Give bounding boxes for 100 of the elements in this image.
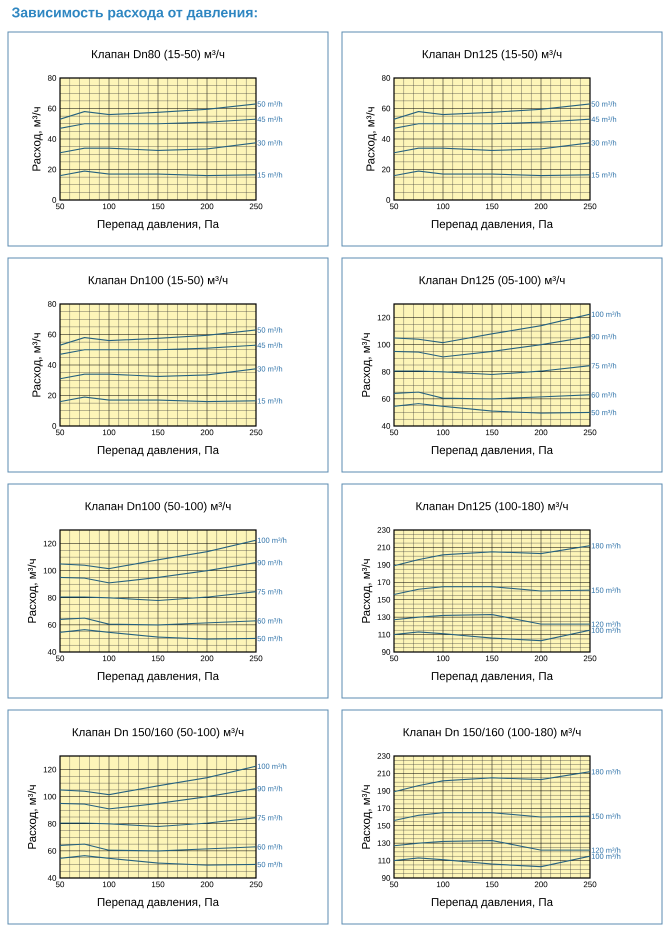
x-tick-label: 200: [534, 430, 548, 436]
x-axis-title: Перепад давления, Па: [432, 672, 554, 682]
line-series: [59, 142, 257, 154]
x-tick-label: 150: [152, 882, 164, 888]
y-tick-label: 60: [48, 106, 56, 112]
x-tick-label: 50: [390, 656, 398, 662]
y-tick-label: 150: [378, 822, 390, 829]
line-series: [393, 812, 591, 822]
line-series: [59, 844, 257, 852]
y-tick-label: 230: [378, 527, 390, 533]
x-tick-label: 100: [436, 656, 450, 662]
line-series: [393, 856, 591, 868]
y-axis-title: Расход, м³/ч: [366, 107, 377, 171]
y-tick-label: 80: [382, 75, 390, 81]
line-series: [393, 314, 591, 344]
y-tick-label: 20: [48, 392, 56, 398]
x-tick-label: 50: [390, 430, 398, 436]
chart-title: Клапан Dn100 (50-100) м³/ч: [86, 502, 231, 512]
x-tick-label: 50: [56, 882, 64, 888]
line-series: [59, 629, 257, 640]
y-tick-label: 0: [52, 197, 56, 203]
line-series: [393, 840, 591, 851]
x-tick-label: 100: [102, 430, 116, 436]
x-tick-label: 150: [486, 430, 498, 436]
x-tick-label: 50: [56, 430, 64, 436]
y-tick-label: 60: [382, 106, 390, 112]
line-series: [59, 562, 257, 584]
chart-title: Клапан Dn125 (05-100) м³/ч: [420, 276, 565, 286]
line-series: [393, 771, 591, 792]
y-tick-label: 120: [44, 540, 56, 546]
x-tick-label: 250: [584, 204, 596, 210]
y-tick-label: 80: [48, 820, 56, 827]
x-axis-title: Перепад давления, Па: [98, 220, 220, 230]
y-tick-label: 120: [44, 766, 56, 772]
x-tick-label: 150: [152, 656, 164, 662]
line-series: [393, 365, 591, 376]
x-tick-label: 150: [486, 656, 498, 662]
y-axis-title: Расход, м³/ч: [362, 785, 372, 849]
x-axis-title: Перепад давления, Па: [98, 898, 220, 908]
y-tick-label: 40: [48, 136, 56, 142]
y-tick-label: 40: [48, 875, 56, 881]
line-series: [59, 618, 257, 626]
y-tick-label: 90: [382, 649, 390, 655]
y-axis-title: Расход, м³/ч: [28, 785, 38, 849]
x-tick-label: 150: [152, 204, 164, 210]
x-tick-label: 100: [102, 204, 116, 210]
y-tick-label: 110: [378, 858, 390, 864]
y-tick-label: 210: [378, 770, 390, 776]
y-tick-label: 190: [378, 788, 390, 794]
y-axis-title: Расход, м³/ч: [362, 333, 372, 397]
y-tick-label: 170: [378, 579, 390, 586]
chart-title: Клапан Dn125 (100-180) м³/ч: [416, 502, 568, 512]
y-tick-label: 230: [378, 753, 390, 759]
y-tick-label: 100: [44, 568, 56, 574]
x-tick-label: 250: [584, 882, 596, 888]
x-tick-label: 100: [436, 430, 450, 436]
x-tick-label: 200: [200, 430, 214, 436]
x-tick-label: 150: [486, 204, 498, 210]
y-tick-label: 80: [48, 301, 56, 307]
chart-title: Клапан Dn125 (15-50) м³/ч: [422, 50, 562, 60]
line-series: [59, 540, 257, 570]
y-tick-label: 100: [44, 794, 56, 800]
x-tick-label: 250: [250, 656, 262, 662]
y-tick-label: 40: [382, 136, 390, 142]
line-series: [393, 545, 591, 566]
y-axis-title: Расход, м³/ч: [32, 107, 43, 171]
x-tick-label: 250: [250, 204, 262, 210]
y-tick-label: 40: [48, 649, 56, 655]
line-series: [393, 630, 591, 642]
line-series: [393, 403, 591, 414]
x-tick-label: 50: [56, 204, 64, 210]
y-axis-title: Расход, м³/ч: [362, 559, 372, 623]
y-tick-label: 100: [378, 342, 390, 348]
y-tick-label: 60: [382, 396, 390, 402]
line-series: [393, 614, 591, 625]
x-tick-label: 200: [534, 656, 548, 662]
chart-title: Клапан Dn 150/160 (50-100) м³/ч: [72, 728, 244, 738]
line-series: [393, 142, 591, 154]
y-tick-label: 20: [382, 166, 390, 172]
x-tick-label: 200: [534, 882, 548, 888]
x-tick-label: 200: [200, 204, 214, 210]
line-series: [393, 392, 591, 400]
y-tick-label: 130: [378, 840, 390, 846]
y-tick-label: 60: [48, 848, 56, 854]
x-tick-label: 100: [436, 204, 450, 210]
x-tick-label: 50: [390, 204, 398, 210]
y-tick-label: 80: [382, 368, 390, 375]
y-tick-label: 40: [48, 362, 56, 368]
x-tick-label: 200: [200, 656, 214, 662]
x-tick-label: 50: [390, 882, 398, 888]
x-tick-label: 100: [102, 656, 116, 662]
y-tick-label: 20: [48, 166, 56, 172]
y-tick-label: 60: [48, 622, 56, 628]
line-series: [393, 336, 591, 358]
y-tick-label: 40: [382, 423, 390, 429]
x-axis-title: Перепад давления, Па: [98, 446, 220, 456]
line-series: [59, 329, 257, 346]
y-tick-label: 110: [378, 632, 390, 638]
x-tick-label: 100: [102, 882, 116, 888]
x-tick-label: 250: [250, 882, 262, 888]
